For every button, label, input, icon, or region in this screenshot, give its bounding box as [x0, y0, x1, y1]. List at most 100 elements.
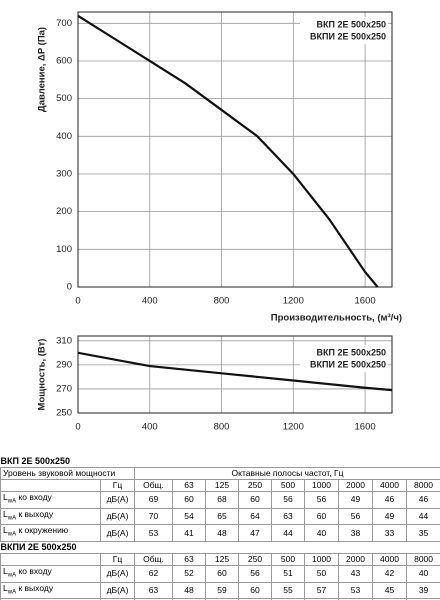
value: 33 — [372, 524, 407, 543]
symbol: L — [3, 492, 8, 502]
label: к выходу — [18, 582, 54, 593]
x-tick-label: 1600 — [355, 296, 376, 307]
symbol-sub: wA — [7, 572, 17, 579]
value: 47 — [238, 524, 272, 543]
y-tick-label: 500 — [56, 93, 72, 104]
row-label: LwA ко входу — [0, 565, 101, 583]
value: 54 — [172, 507, 206, 526]
x-tick-label: 1600 — [355, 422, 376, 433]
data-row: LwA к выходу дБ(А) 70 54 65 64 63 60 56 49 44 — [0, 507, 440, 526]
legend-entry: ВКПИ 2Е 500x250 — [310, 359, 386, 369]
sound-table: ВКП 2Е 500x250 Уровень звуковой мощности О… — [0, 456, 440, 543]
value: 57 — [304, 581, 339, 600]
row-label: LwA к выходу — [0, 507, 101, 526]
value: 64 — [238, 507, 272, 526]
value: 52 — [172, 565, 206, 583]
data-row: LwA к окружению дБ(А) 53 41 48 47 44 40 38 33 35 — [0, 524, 440, 543]
symbol: L — [3, 566, 8, 576]
y-tick-label: 400 — [56, 131, 72, 142]
column-header: 250 — [238, 479, 272, 492]
value: 56 — [238, 565, 272, 583]
value: 50 — [304, 565, 339, 583]
table-title: ВКПИ 2Е 500x250 — [0, 542, 77, 552]
value: 53 — [338, 581, 373, 600]
column-header: 63 — [172, 479, 206, 492]
unit: дБ(А) — [100, 524, 135, 543]
legend-entry: ВКПИ 2Е 500x250 — [310, 31, 386, 41]
column-header: 250 — [238, 553, 272, 566]
data-row: LwA ко входу дБ(А) 62 52 60 56 51 50 43 42 40 — [0, 565, 440, 583]
value: 35 — [405, 524, 440, 543]
x-tick-label: 1200 — [283, 422, 304, 433]
column-header: Гц — [100, 479, 135, 492]
value: 48 — [172, 581, 206, 600]
header-cell: Уровень звуковой мощности — [0, 467, 135, 480]
symbol: L — [3, 508, 8, 519]
value: 53 — [134, 524, 173, 543]
column-header: 125 — [205, 553, 239, 566]
column-header: 63 — [172, 553, 206, 566]
column-header: 500 — [271, 553, 305, 566]
symbol-sub: wA — [7, 515, 17, 522]
value: 49 — [338, 491, 373, 509]
value: 46 — [405, 491, 440, 509]
x-tick-label: 0 — [75, 296, 80, 307]
row-label: LwA к окружению — [0, 524, 101, 543]
value: 56 — [304, 491, 339, 509]
value: 40 — [405, 565, 440, 583]
plot-frame — [77, 335, 393, 414]
y-tick-label: 250 — [56, 408, 72, 419]
chart: 250 270 290 310 0 400 800 1200 1600 ВКП 2Е 500x25… — [37, 335, 393, 433]
value: 60 — [172, 491, 206, 509]
column-header: 8000 — [405, 553, 440, 566]
x-tick-label: 800 — [214, 296, 230, 307]
column-header: 1000 — [304, 479, 339, 492]
y-tick-label: 200 — [56, 206, 72, 217]
y-axis-label: Давление, ΔP (Па) — [37, 27, 48, 112]
value: 39 — [405, 581, 440, 600]
title-row: ВКПИ 2Е 500x250 — [1, 542, 440, 554]
value: 60 — [238, 581, 272, 600]
x-tick-label: 1200 — [283, 296, 304, 307]
value: 48 — [205, 524, 239, 543]
sound-table: ВКПИ 2Е 500x250 Гц Общ. 63 125 250 500 1000 2000… — [0, 542, 440, 600]
symbol-sub: wA — [7, 498, 17, 505]
value: 38 — [338, 524, 373, 543]
value: 65 — [205, 507, 239, 526]
x-tick-label: 400 — [142, 422, 158, 433]
x-axis-label: Производительность, (м³/ч) — [271, 313, 402, 324]
value: 41 — [172, 524, 206, 543]
value: 62 — [134, 565, 173, 583]
legend-entry: ВКП 2Е 500x250 — [316, 19, 386, 29]
y-tick-label: 0 — [67, 282, 72, 293]
column-header: 4000 — [372, 479, 407, 492]
y-tick-label: 270 — [56, 383, 72, 394]
value: 63 — [134, 581, 173, 600]
legend-box — [300, 345, 388, 372]
symbol-sub: wA — [7, 589, 17, 596]
header-row: Уровень звуковой мощности Октавные полосы… — [0, 467, 440, 480]
value: 40 — [304, 524, 339, 543]
x-tick-label: 800 — [214, 422, 230, 433]
legend-entry: ВКП 2Е 500x250 — [316, 347, 386, 357]
legend-box — [300, 17, 388, 44]
label: ко входу — [18, 492, 52, 502]
label: ко входу — [18, 566, 52, 576]
label: к окружению — [18, 525, 69, 536]
cell — [0, 553, 101, 566]
symbol: L — [3, 582, 8, 593]
charts: 0 100 200 300 400 500 600 700 0 400 800 1200 1600 ВКП… — [37, 11, 402, 433]
data-row: LwA к выходу дБ(А) 63 48 59 60 55 57 53 45 39 — [0, 581, 440, 600]
value: 56 — [271, 491, 305, 509]
value: 49 — [372, 507, 407, 526]
y-tick-label: 290 — [56, 359, 72, 370]
value: 46 — [372, 491, 407, 509]
data-line — [77, 14, 379, 288]
column-header: 2000 — [338, 479, 373, 492]
label: к выходу — [18, 508, 54, 519]
header-cell: Октавные полосы частот, Гц — [133, 467, 440, 480]
column-header: Общ. — [134, 553, 173, 566]
symbol: L — [3, 525, 8, 536]
cell — [0, 479, 101, 492]
